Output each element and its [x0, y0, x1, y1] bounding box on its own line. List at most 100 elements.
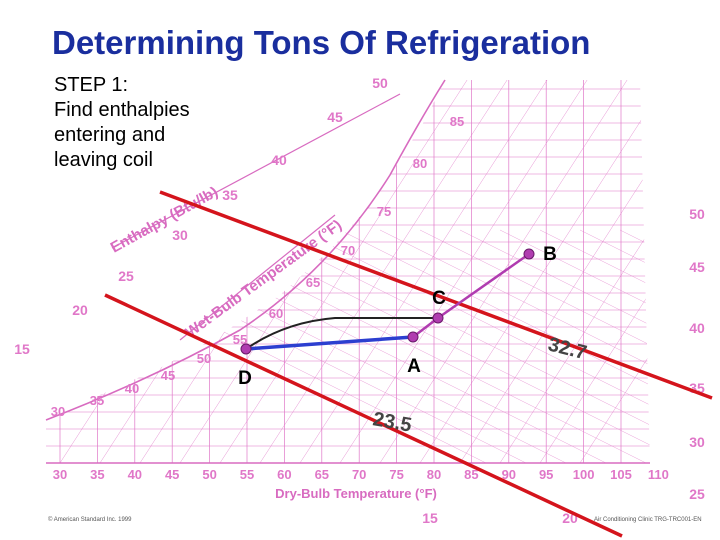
x-tick-label: 100 — [573, 467, 595, 482]
enthalpy-tick-label: 25 — [118, 268, 134, 284]
state-point-label: A — [407, 356, 421, 377]
wetbulb-tick-label: 60 — [269, 306, 283, 321]
wb-grid-line — [459, 229, 650, 463]
saturation-curve — [45, 79, 446, 421]
enthalpy-value-c: 32.7 — [546, 334, 589, 365]
wb-grid-line — [299, 229, 650, 463]
right-scale-label: 45 — [689, 259, 705, 275]
footer-copyright: © American Standard Inc. 1999 — [48, 517, 132, 523]
enthalpy-line-d — [104, 293, 623, 538]
x-tick-label: 35 — [90, 467, 104, 482]
footer-course: Air Conditioning Clinic TRG-TRC001-EN — [594, 517, 702, 523]
rh-grid-line — [99, 80, 361, 463]
wetbulb-tick-label: 85 — [450, 114, 464, 129]
x-tick-label: 110 — [648, 467, 669, 482]
step-line: Find enthalpies — [54, 99, 190, 121]
step-text: STEP 1: Find enthalpies entering and lea… — [54, 73, 190, 173]
rh-grid-line — [259, 80, 521, 463]
wb-grid-line — [179, 229, 650, 463]
rh-grid-line — [299, 80, 561, 463]
x-tick-label: 40 — [128, 467, 142, 482]
step-line: entering and — [54, 124, 166, 146]
state-points: A B C D — [238, 244, 557, 389]
x-tick-label: 45 — [165, 467, 179, 482]
enthalpy-tick-label: 35 — [222, 187, 238, 203]
wb-grid-line — [379, 229, 650, 463]
rh-grid-line — [459, 80, 650, 463]
x-tick-label: 85 — [464, 467, 478, 482]
process-line-d-a — [245, 335, 414, 351]
right-scale-label: 40 — [689, 320, 705, 336]
wb-grid-line — [499, 229, 650, 463]
wetbulb-tick-label: 80 — [413, 156, 427, 171]
state-point-label: B — [543, 244, 557, 265]
state-point-label: C — [432, 288, 446, 309]
rh-grid-line — [419, 80, 650, 463]
wetbulb-tick-label: 45 — [161, 368, 175, 383]
black-coil-curve — [245, 317, 438, 350]
right-scale-label: 25 — [689, 486, 705, 502]
x-tick-label: 65 — [315, 467, 329, 482]
bottom-scale-label: 15 — [422, 510, 438, 526]
wetbulb-tick-label: 65 — [306, 275, 320, 290]
step-line: leaving coil — [54, 149, 153, 171]
x-tick-label: 60 — [277, 467, 291, 482]
wetbulb-tick-label: 50 — [197, 351, 211, 366]
wb-grid-line — [339, 229, 650, 463]
wb-grid-line — [539, 229, 650, 463]
x-tick-label: 95 — [539, 467, 553, 482]
state-point-d — [240, 343, 252, 355]
state-point-c — [432, 312, 444, 324]
rh-grid-line — [379, 80, 641, 463]
enthalpy-tick-label: 45 — [327, 109, 343, 125]
rh-grid-line — [539, 80, 650, 463]
enthalpy-line-c — [159, 190, 713, 400]
bottom-scale-labels: 15 20 — [422, 510, 578, 526]
enthalpy-tick-label: 30 — [172, 227, 188, 243]
wb-grid-line — [259, 229, 650, 463]
rh-grid-line — [139, 80, 401, 463]
enthalpy-scale-line — [111, 93, 401, 249]
wetbulb-tick-labels: 35 40 45 50 55 60 65 70 75 80 85 30 — [51, 114, 464, 419]
enthalpy-tick-label: 15 — [14, 341, 30, 357]
enthalpy-tick-label: 20 — [72, 302, 88, 318]
wb-grid-line — [219, 229, 650, 463]
wetbulb-tick-label: 40 — [125, 381, 139, 396]
x-tick-label: 50 — [202, 467, 216, 482]
right-scale-label: 50 — [689, 206, 705, 222]
x-tick-label: 30 — [53, 467, 67, 482]
enthalpy-tick-labels: 15 20 25 30 35 40 45 50 — [14, 75, 388, 357]
enthalpy-value-d: 23.5 — [371, 408, 413, 436]
x-tick-label: 75 — [389, 467, 403, 482]
step-line: STEP 1: — [54, 74, 129, 96]
enthalpy-tick-label: 40 — [271, 152, 287, 168]
state-point-b — [523, 248, 535, 260]
right-scale-label: 30 — [689, 434, 705, 450]
rh-grid-line — [579, 80, 650, 463]
x-tick-label: 90 — [502, 467, 516, 482]
state-point-label: D — [238, 368, 252, 389]
x-tick-label: 105 — [610, 467, 632, 482]
wb-grid-line — [619, 229, 650, 463]
slide-title: Determining Tons Of Refrigeration — [52, 24, 591, 61]
wb-grid-line — [99, 229, 601, 463]
wetbulb-tick-label: 55 — [233, 332, 247, 347]
wetbulb-tick-label: 30 — [51, 404, 65, 419]
wetbulb-tick-label: 70 — [341, 243, 355, 258]
state-point-a — [407, 331, 419, 343]
x-tick-label: 55 — [240, 467, 254, 482]
x-tick-labels: 30 35 40 45 50 55 60 65 70 75 80 85 90 95 100 105 110 — [53, 467, 669, 482]
mix-line-c-b — [437, 252, 530, 320]
wetbulb-tick-label: 35 — [90, 393, 104, 408]
rh-grid-line — [179, 80, 441, 463]
wetbulb-scale-line — [179, 214, 336, 341]
x-tick-label: 70 — [352, 467, 366, 482]
x-axis-label: Dry-Bulb Temperature (°F) — [275, 486, 437, 501]
wetbulb-tick-label: 75 — [377, 204, 391, 219]
wetbulb-axis-label: Wet-Bulb Temperature (°F) — [182, 217, 345, 342]
rh-grid-line — [339, 80, 601, 463]
rh-grid-line — [499, 80, 650, 463]
enthalpy-tick-label: 50 — [372, 75, 388, 91]
